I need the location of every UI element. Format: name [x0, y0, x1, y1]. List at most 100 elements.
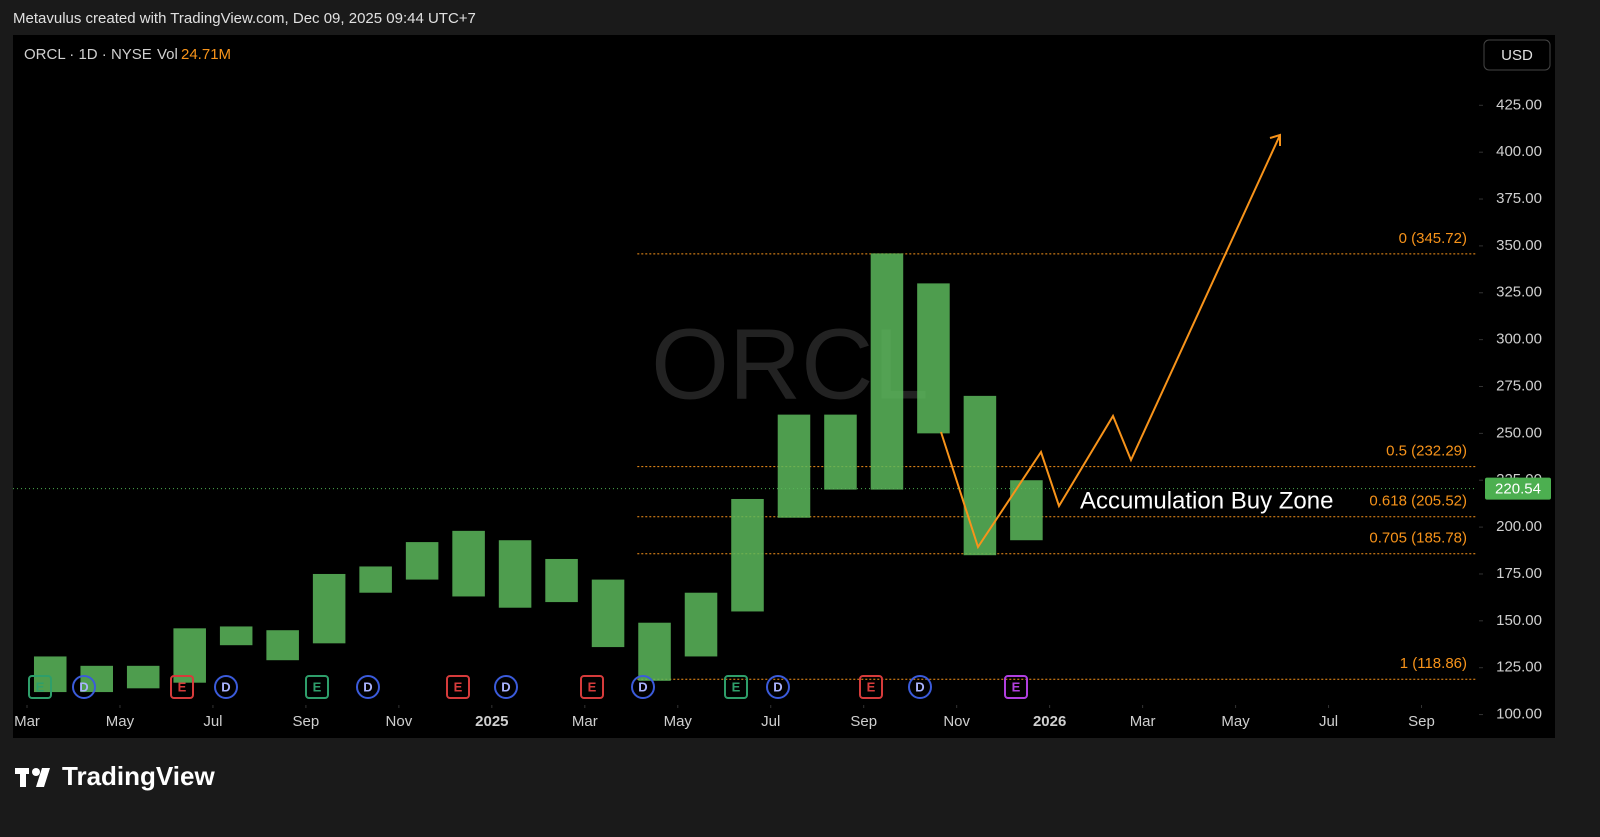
event-label: D [221, 679, 230, 694]
volume-label: Vol [157, 46, 178, 63]
price-range [452, 530, 485, 597]
event-icon [580, 675, 604, 699]
event-icon [494, 675, 518, 699]
symbol: ORCL · 1D · NYSE [24, 46, 152, 63]
event-label: D [363, 679, 372, 694]
y-tick-label: 175.00 [1496, 565, 1542, 582]
price-range [917, 283, 950, 434]
currency[interactable]: USD [1501, 47, 1533, 64]
price-range [963, 395, 997, 556]
event-icon [305, 675, 329, 699]
x-tick-label: Jul [203, 713, 222, 730]
y-tick-label: 375.00 [1496, 190, 1542, 207]
event-icon [28, 675, 52, 699]
x-tick-label: Sep [1408, 713, 1435, 730]
x-tick-label: Mar [1130, 713, 1156, 730]
x-tick-label: Nov [386, 713, 413, 730]
caption: Metavulus created with TradingView.com, … [13, 10, 476, 27]
x-tick-label: Sep [850, 713, 877, 730]
price-range [405, 542, 439, 580]
currency-button[interactable] [1483, 39, 1551, 71]
event-label: E [732, 679, 741, 694]
y-tick-label: 250.00 [1496, 424, 1542, 441]
y-tick-label: 200.00 [1496, 518, 1542, 535]
volume: 24.71M [181, 46, 231, 63]
event-label: E [178, 679, 187, 694]
logo-stem [20, 768, 26, 787]
projection-path [940, 134, 1281, 550]
fib-label: 0.618 (205.52) [1369, 493, 1467, 510]
event-icon [356, 675, 380, 699]
price-range [498, 540, 532, 608]
x-tick-label: 2026 [1033, 713, 1066, 730]
price-range [219, 626, 253, 646]
logo-slash [36, 768, 50, 787]
price-range [359, 566, 392, 593]
x-tick-label: Mar [14, 713, 40, 730]
event-icon [214, 675, 238, 699]
event-label: E [36, 679, 45, 694]
event-label: E [313, 679, 322, 694]
event-icon [908, 675, 932, 699]
chart-area [13, 35, 1555, 738]
event-label: E [867, 679, 876, 694]
last-price-box [1485, 477, 1551, 500]
y-tick-label: 275.00 [1496, 377, 1542, 394]
x-tick-label: May [664, 713, 693, 730]
price-range [312, 573, 346, 644]
event-label: E [588, 679, 597, 694]
x-tick-label: Jul [761, 713, 780, 730]
y-tick-label: 325.00 [1496, 284, 1542, 301]
y-tick-label: 300.00 [1496, 331, 1542, 348]
price-range [545, 558, 578, 603]
logo-dot [32, 768, 40, 776]
event-label: D [79, 679, 88, 694]
x-tick-label: 2025 [475, 713, 508, 730]
y-tick-label: 425.00 [1496, 96, 1542, 113]
event-icon [859, 675, 883, 699]
x-tick-label: Nov [943, 713, 970, 730]
y-tick-label: 400.00 [1496, 143, 1542, 160]
price-range [266, 630, 299, 661]
x-tick-label: May [1221, 713, 1250, 730]
x-tick-label: Sep [293, 713, 320, 730]
brand: TradingView [62, 761, 215, 791]
event-icon [766, 675, 790, 699]
last-price-label: 220.54 [1495, 481, 1541, 498]
price-range [777, 414, 811, 518]
x-tick-label: Jul [1319, 713, 1338, 730]
fib-label: 0 (345.72) [1399, 230, 1467, 247]
y-tick-label: 150.00 [1496, 612, 1542, 629]
price-range [80, 665, 113, 693]
price-range [1010, 480, 1043, 541]
event-icon [631, 675, 655, 699]
price-range [870, 253, 904, 490]
annotation: Accumulation Buy Zone [1080, 487, 1333, 514]
event-label: D [638, 679, 647, 694]
event-label: D [915, 679, 924, 694]
price-range [126, 665, 160, 689]
price-range [824, 414, 857, 490]
price-range [638, 622, 671, 681]
event-icon [446, 675, 470, 699]
event-label: D [501, 679, 510, 694]
y-tick-label: 125.00 [1496, 659, 1542, 676]
brand-logo: TradingView [15, 761, 215, 791]
fib-label: 0.705 (185.78) [1369, 530, 1467, 547]
y-tick-label: 350.00 [1496, 237, 1542, 254]
fib-label: 1 (118.86) [1400, 655, 1467, 672]
price-range [731, 498, 764, 612]
x-tick-label: Mar [572, 713, 598, 730]
event-icon [724, 675, 748, 699]
fib-label: 0.5 (232.29) [1386, 443, 1467, 460]
event-icon [72, 675, 96, 699]
event-label: E [454, 679, 463, 694]
price-range [173, 628, 206, 683]
event-label: D [773, 679, 782, 694]
y-tick-label: 100.00 [1496, 706, 1542, 723]
event-icon [170, 675, 194, 699]
price-range [591, 579, 625, 648]
x-tick-label: May [106, 713, 135, 730]
